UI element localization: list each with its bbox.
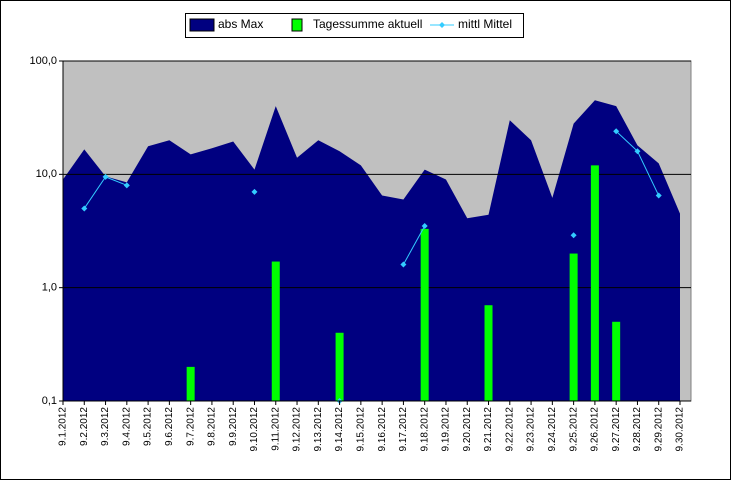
- marker: [634, 148, 641, 155]
- bar: [569, 253, 578, 401]
- x-tick-label: 9.30.2012: [675, 407, 686, 452]
- bar: [420, 228, 429, 401]
- x-tick-label: 9.3.2012: [100, 407, 111, 446]
- x-tick-label: 9.25.2012: [568, 407, 579, 452]
- x-tick-label: 9.15.2012: [356, 407, 367, 452]
- bar: [612, 321, 621, 401]
- marker: [655, 192, 662, 199]
- x-tick-label: 9.5.2012: [143, 407, 154, 446]
- x-tick-label: 9.26.2012: [590, 407, 601, 452]
- x-tick-label: 9.18.2012: [419, 407, 430, 452]
- x-tick-label: 9.9.2012: [228, 407, 239, 446]
- marker: [251, 188, 258, 195]
- bar: [271, 261, 280, 401]
- marker: [421, 223, 428, 230]
- marker: [123, 182, 130, 189]
- x-tick-label: 9.29.2012: [653, 407, 664, 452]
- x-tick-label: 9.17.2012: [398, 407, 409, 452]
- marker: [81, 205, 88, 212]
- legend-swatch: [189, 18, 215, 32]
- x-tick-label: 9.27.2012: [611, 407, 622, 452]
- bar: [484, 305, 493, 401]
- x-tick-label: 9.8.2012: [207, 407, 218, 446]
- x-tick-label: 9.1.2012: [58, 407, 69, 446]
- legend-label: abs Max: [218, 17, 263, 31]
- legend-label: mittl Mittel: [458, 17, 512, 31]
- legend-label: Tagessumme aktuell: [313, 17, 422, 31]
- y-tick-label: 100,0: [29, 55, 57, 67]
- area: [63, 100, 680, 401]
- x-tick-label: 9.12.2012: [292, 407, 303, 452]
- x-tick-label: 9.20.2012: [462, 407, 473, 452]
- x-tick-label: 9.22.2012: [504, 407, 515, 452]
- y-tick-label: 0,1: [42, 395, 57, 407]
- x-tick-label: 9.2.2012: [79, 407, 90, 446]
- x-tick-label: 9.19.2012: [441, 407, 452, 452]
- line: [402, 225, 426, 265]
- y-tick-label: 1,0: [42, 282, 57, 294]
- x-tick-label: 9.10.2012: [249, 407, 260, 452]
- legend-marker: [439, 22, 445, 28]
- y-tick-label: 10,0: [36, 168, 57, 180]
- bar: [335, 332, 344, 401]
- legend-swatch: [291, 18, 303, 32]
- x-tick-label: 9.4.2012: [121, 407, 132, 446]
- marker: [400, 261, 407, 268]
- legend: abs Max Tagessumme aktuell mittl Mittel: [185, 13, 524, 38]
- x-tick-label: 9.16.2012: [377, 407, 388, 452]
- x-tick-label: 9.28.2012: [632, 407, 643, 452]
- x-tick-label: 9.7.2012: [185, 407, 196, 446]
- marker: [102, 173, 109, 180]
- x-tick-label: 9.11.2012: [270, 407, 281, 451]
- x-tick-label: 9.24.2012: [547, 407, 558, 452]
- legend-box: [185, 13, 524, 38]
- marker: [613, 128, 620, 135]
- bar: [186, 366, 195, 401]
- x-tick-label: 9.13.2012: [313, 407, 324, 452]
- x-tick-label: 9.23.2012: [526, 407, 537, 452]
- marker: [570, 232, 577, 239]
- bar: [590, 165, 599, 401]
- x-tick-label: 9.14.2012: [334, 407, 345, 452]
- x-tick-label: 9.6.2012: [164, 407, 175, 446]
- x-tick-label: 9.21.2012: [483, 407, 494, 452]
